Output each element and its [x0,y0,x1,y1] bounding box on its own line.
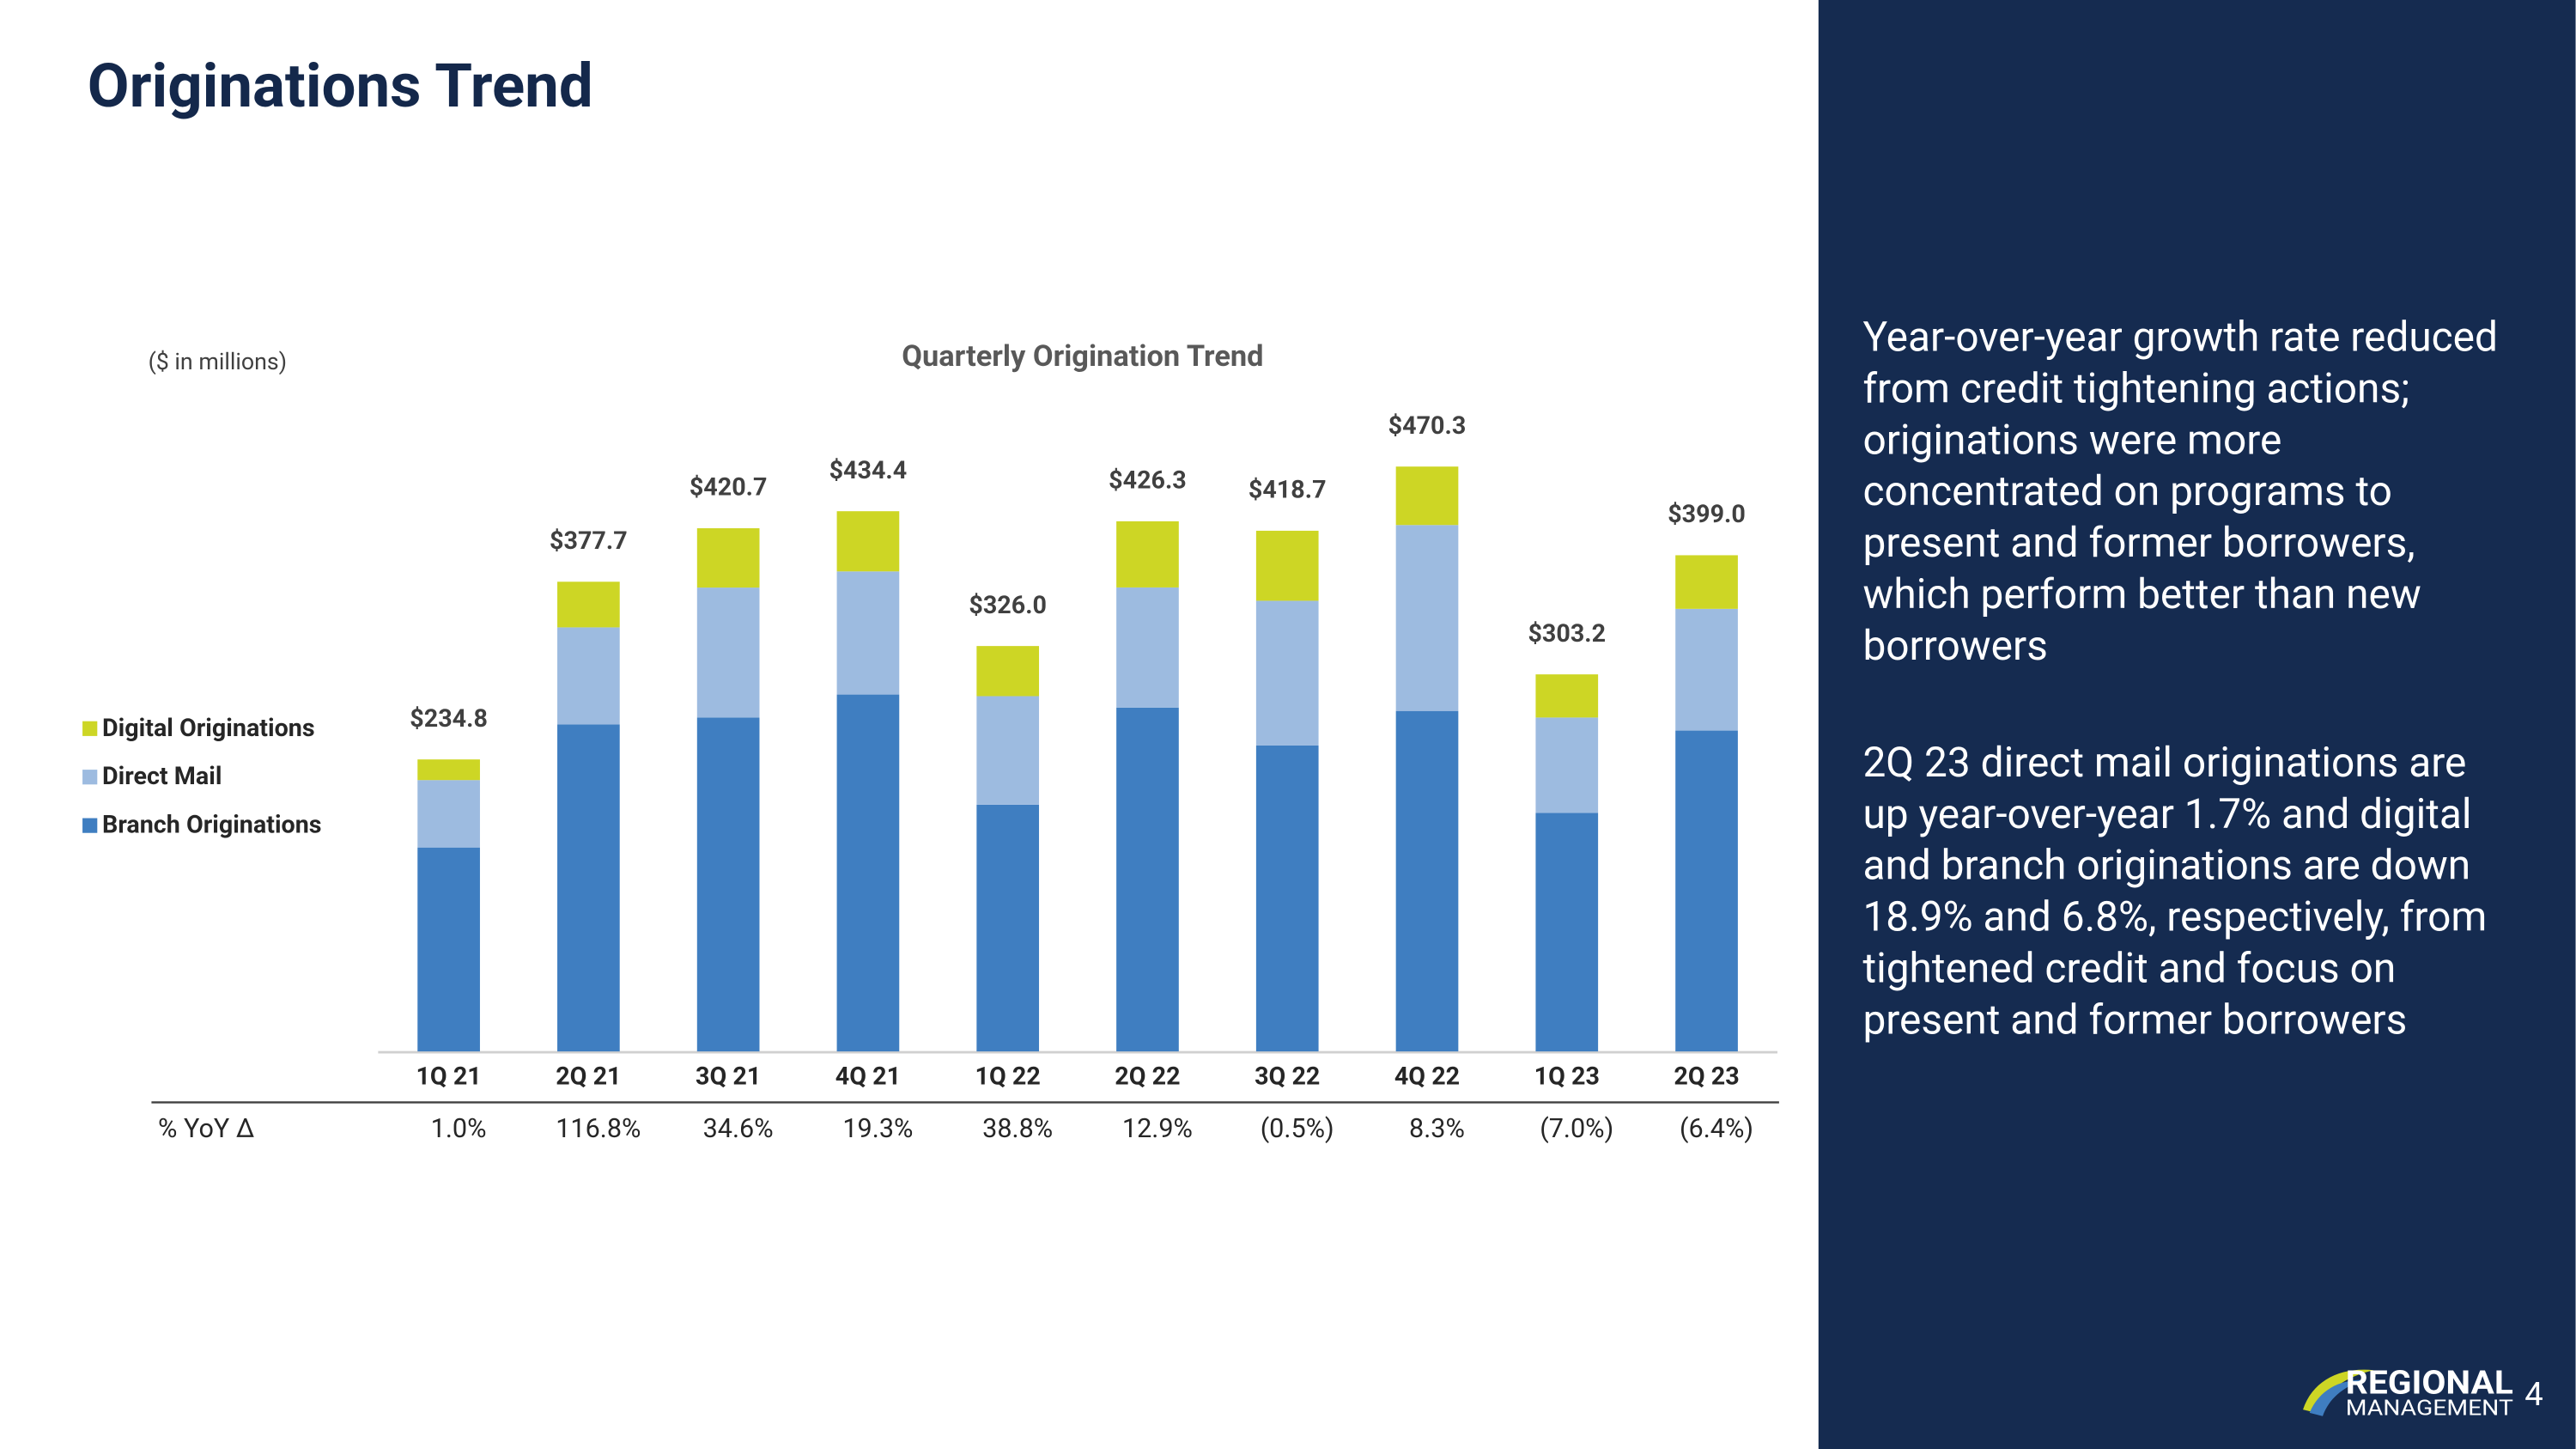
logo-text: REGIONAL [2346,1365,2513,1403]
note-line: from credit tightening actions; [1862,364,2409,412]
legend-swatch [82,770,98,785]
bar-segment [1255,530,1319,601]
bar-segment [557,581,620,628]
bar-segment [1675,608,1738,731]
bar-segment [1535,674,1599,718]
bar-segment [1395,466,1459,526]
yoy-value: 8.3% [1409,1114,1465,1144]
x-tick-label: 3Q 21 [696,1062,761,1091]
bar-segment [836,694,900,1052]
total-label: $420.7 [690,473,768,502]
yoy-value: 1.0% [431,1114,487,1144]
legend-swatch [82,818,98,833]
yoy-value: 12.9% [1122,1114,1193,1144]
bar-segment [1255,600,1319,746]
total-label: $470.3 [1388,411,1467,441]
x-tick-label: 4Q 21 [835,1062,901,1091]
note-line: 2Q 23 direct mail originations are [1862,739,2466,787]
total-label: $434.4 [829,456,908,485]
bar-segment [1116,707,1179,1052]
bar-segment [417,780,480,848]
bar-segment [417,759,480,781]
yoy-value: (6.4%) [1680,1114,1753,1144]
logo-text: MANAGEMENT [2346,1397,2513,1422]
note-line: which perform better than new [1862,570,2421,618]
yoy-value: 116.8% [556,1114,641,1144]
note-line: present and former borrowers, [1862,519,2415,567]
bar-segment [976,696,1040,805]
note-line: tightened credit and focus on [1862,944,2396,992]
yoy-value: 34.6% [703,1114,774,1144]
bar-segment [1116,521,1179,588]
x-tick-label: 1Q 22 [975,1062,1041,1091]
logo-swoosh-2 [2309,1379,2362,1416]
x-tick-label: 3Q 22 [1255,1062,1320,1091]
note-line: present and former borrowers [1862,995,2407,1044]
note-line: up year-over-year 1.7% and digital [1862,790,2471,838]
bar-segment [1395,525,1459,711]
bar-segment [1675,555,1738,609]
side-panel [1818,0,2576,1449]
yoy-row-label: % YoY Δ [158,1114,254,1144]
bar-segment [1535,717,1599,813]
x-tick-label: 2Q 21 [556,1062,621,1091]
bar-segment [976,804,1040,1052]
bar-segment [557,627,620,725]
bar-segment [557,724,620,1052]
legend-label: Digital Originations [102,714,315,743]
total-label: $377.7 [550,527,628,556]
slide-title: Originations Trend [88,51,593,122]
bar-segment [1395,710,1459,1052]
bar-segment [836,571,900,695]
yoy-value: (0.5%) [1261,1114,1334,1144]
x-tick-label: 1Q 23 [1534,1062,1600,1091]
bar-segment [1116,587,1179,708]
x-tick-label: 4Q 22 [1394,1062,1460,1091]
yoy-value: 19.3% [842,1114,913,1144]
bar-segment [976,646,1040,697]
note-line: 18.9% and 6.8%, respectively, from [1862,893,2487,941]
x-tick-label: 1Q 21 [416,1062,481,1091]
total-label: $418.7 [1249,476,1327,505]
note-line: borrowers [1862,622,2047,670]
legend-swatch [82,721,98,736]
total-label: $303.2 [1528,619,1606,648]
x-tick-label: 2Q 22 [1115,1062,1180,1091]
bar-segment [1255,745,1319,1052]
x-tick-label: 2Q 23 [1674,1062,1739,1091]
yoy-value: 38.8% [982,1114,1053,1144]
bar-segment [417,847,480,1052]
note-line: and branch originations are down [1862,842,2470,890]
bar-segment [836,511,900,572]
bar-segment [1535,813,1599,1052]
total-label: $399.0 [1668,500,1746,529]
note-line: originations were more [1862,416,2281,464]
legend-label: Branch Originations [102,811,322,840]
total-label: $326.0 [969,591,1047,620]
legend-label: Direct Mail [102,762,222,791]
total-label: $234.8 [410,704,488,734]
note-line: Year-over-year growth rate reduced [1862,314,2498,362]
chart-title: Quarterly Origination Trend [902,339,1263,374]
bar-segment [1675,730,1738,1052]
bar-segment [696,717,760,1052]
bar-segment [696,528,760,588]
yoy-value: (7.0%) [1540,1114,1613,1144]
unit-note: ($ in millions) [149,348,287,375]
total-label: $426.3 [1109,466,1187,496]
page-number: 4 [2524,1376,2543,1414]
note-line: concentrated on programs to [1862,467,2391,515]
bar-segment [696,588,760,718]
